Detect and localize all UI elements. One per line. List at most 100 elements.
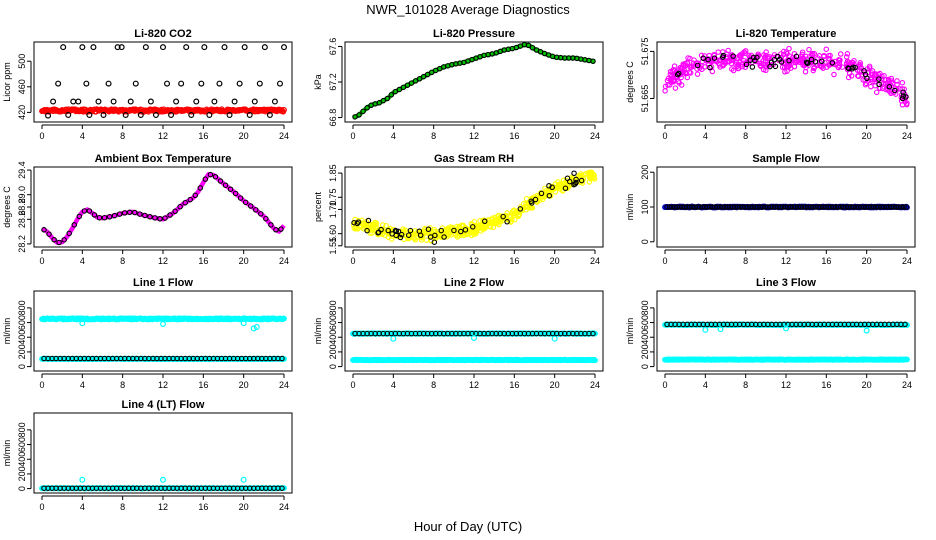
y-tick-label: 600 (328, 315, 338, 330)
data-point (160, 44, 167, 51)
data-point (201, 44, 208, 51)
y-tick-label: 100 (640, 199, 650, 214)
data-point (774, 53, 781, 60)
data-point (702, 326, 709, 333)
plot-area (350, 330, 598, 364)
data-point (697, 204, 703, 210)
data-point (689, 63, 695, 69)
data-point (408, 80, 415, 86)
data-point (512, 216, 518, 223)
data-point (772, 63, 779, 70)
data-point (365, 217, 372, 224)
data-point (837, 57, 843, 63)
data-point (271, 98, 278, 105)
data-point (390, 335, 397, 342)
data-point (91, 212, 98, 218)
data-point (385, 227, 391, 234)
data-point (528, 198, 534, 205)
data-point (473, 229, 480, 235)
data-point (217, 178, 224, 184)
data-point (562, 185, 569, 192)
data-point (863, 204, 869, 210)
data-point (110, 98, 117, 105)
data-point (590, 330, 596, 337)
plot-area (352, 42, 596, 120)
data-point (60, 44, 67, 51)
data-point (664, 204, 670, 210)
data-point (853, 204, 859, 210)
data-point (728, 53, 734, 59)
data-point (755, 204, 761, 210)
data-point (535, 193, 542, 200)
x-tick-label: 20 (862, 256, 872, 266)
data-point (818, 64, 825, 70)
y-tick-label: 1.85 (328, 164, 338, 182)
data-point (46, 231, 52, 237)
data-point (810, 57, 816, 64)
data-point (61, 237, 67, 243)
data-point (261, 44, 268, 51)
data-point (845, 204, 852, 210)
plot-frame (656, 41, 916, 123)
plot-frame (344, 290, 604, 372)
plot-frame (656, 166, 916, 248)
data-point (105, 80, 112, 87)
data-point (885, 76, 892, 83)
data-point (137, 111, 144, 118)
data-point (876, 204, 882, 210)
data-point (720, 49, 726, 55)
series-cyan-low-continuous (662, 356, 910, 363)
data-point (787, 204, 794, 210)
data-point (699, 204, 706, 210)
x-tick-label: 0 (39, 256, 44, 266)
data-point (786, 45, 792, 52)
x-tick-label: 8 (743, 131, 748, 141)
data-point (551, 335, 558, 342)
data-point (422, 230, 429, 236)
y-axis-label: degrees C (2, 186, 12, 228)
data-point (481, 218, 488, 225)
x-axis: 0 4 8 12 16 20 24 (350, 249, 600, 266)
y-tick-label: 67.6 (328, 38, 338, 56)
data-point (729, 204, 736, 210)
data-point (221, 44, 228, 51)
x-tick-label: 12 (781, 131, 791, 141)
data-point (861, 68, 867, 74)
data-point (896, 204, 902, 210)
panel-title: Li-820 Pressure (433, 28, 515, 40)
data-point (383, 223, 389, 229)
data-point (178, 80, 185, 87)
x-tick-label: 12 (469, 131, 479, 141)
data-point (897, 86, 903, 92)
data-point (825, 55, 832, 62)
data-point (883, 77, 889, 83)
data-point (571, 170, 577, 176)
panel-line1: Line 1 Flow ml/min 0 4 8 12 16 20 24 0 20040060080… (2, 277, 293, 390)
data-point (462, 227, 469, 233)
data-point (782, 325, 789, 332)
data-point (278, 226, 284, 232)
y-axis-label: degrees C (625, 61, 635, 103)
data-point (538, 190, 545, 197)
band-point (281, 315, 287, 322)
data-point (749, 204, 756, 210)
x-tick-label: 24 (902, 256, 912, 266)
y-axis-label: Licor ppm (2, 62, 12, 102)
data-point (529, 44, 536, 51)
data-point (352, 216, 358, 223)
data-point (126, 209, 133, 216)
data-point (395, 228, 402, 235)
data-point (222, 182, 229, 188)
panel-pressure: Li-820 Pressure kPa 0 4 8 12 16 20 24 66.8 67.2 67.… (313, 28, 604, 141)
data-point (857, 61, 863, 68)
x-tick-label: 16 (509, 256, 519, 266)
x-tick-label: 4 (703, 380, 708, 390)
y-tick-label: 400 (17, 452, 27, 467)
data-point (471, 334, 478, 341)
y-tick-label: 0 (328, 364, 338, 369)
data-point (197, 185, 204, 191)
data-point (676, 204, 683, 210)
data-point (838, 204, 844, 210)
data-point (241, 44, 248, 51)
